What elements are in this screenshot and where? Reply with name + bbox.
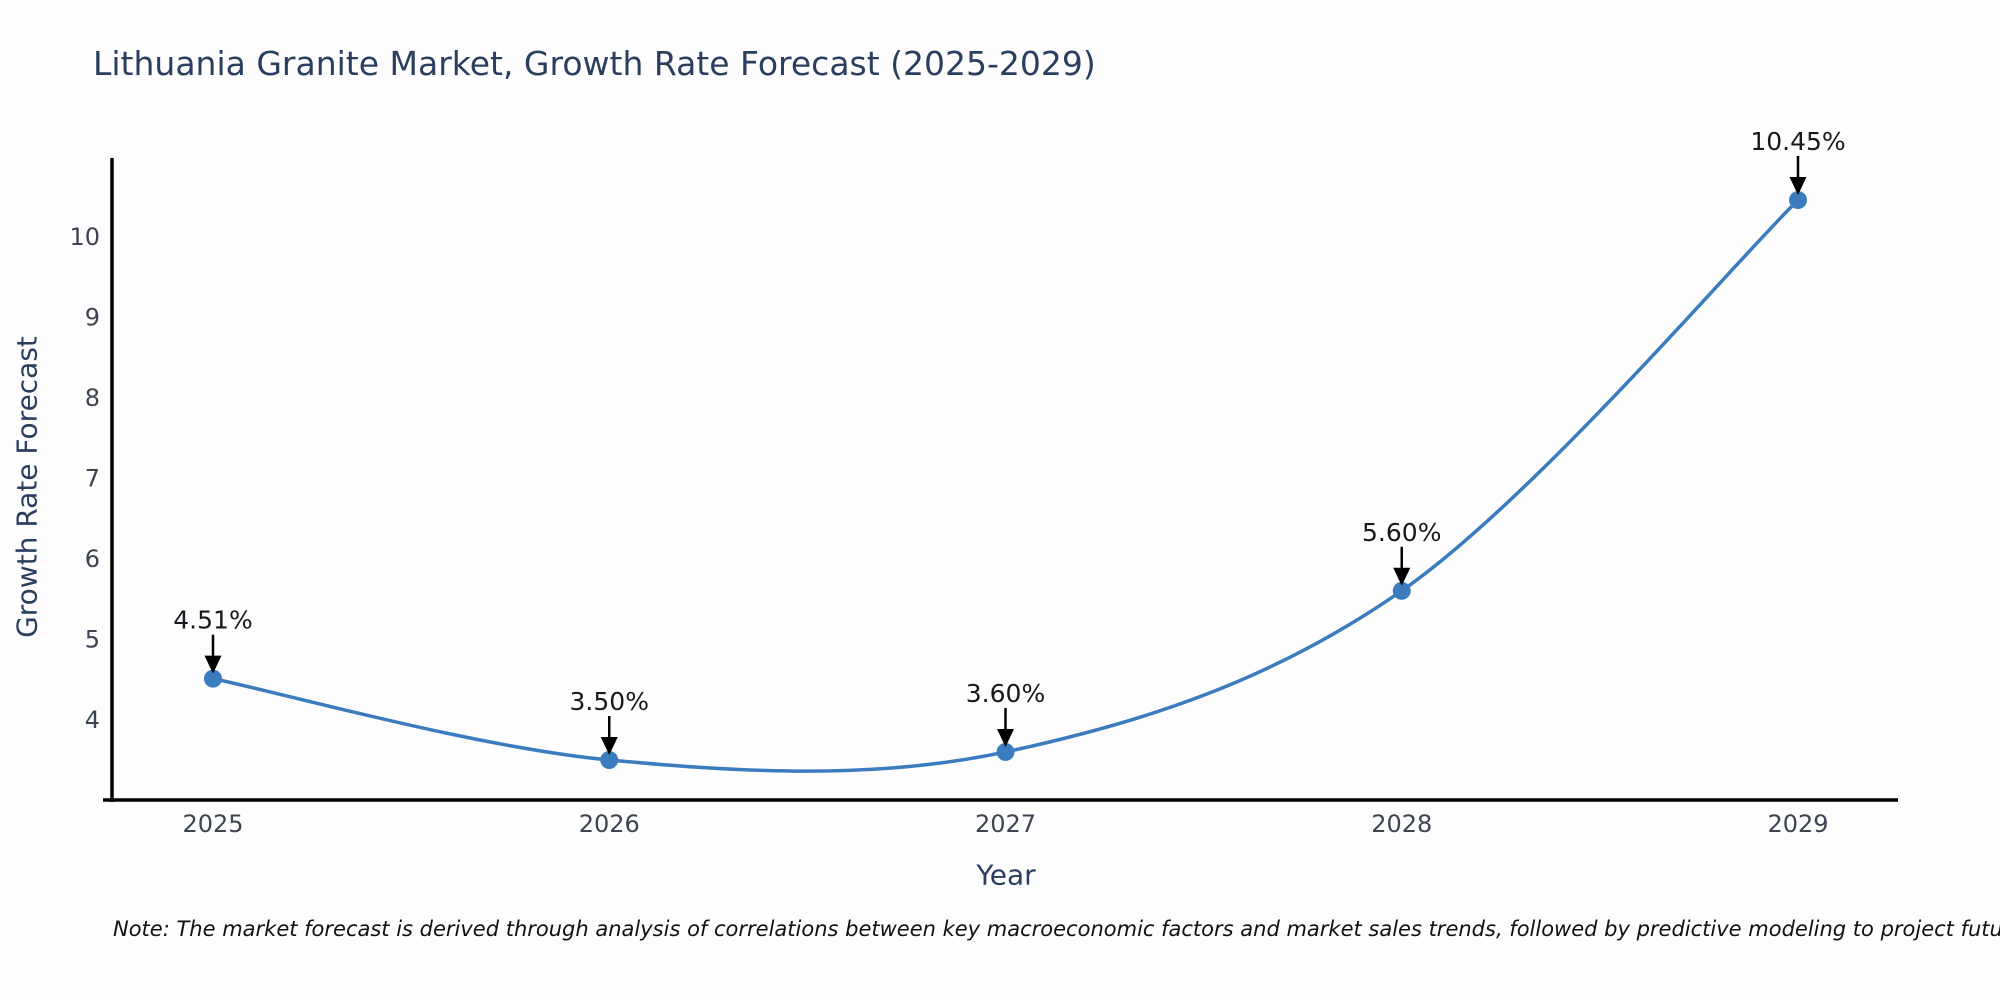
y-tick-label: 5 (85, 626, 100, 654)
x-tick-label: 2025 (182, 810, 243, 838)
y-tick-label: 7 (85, 465, 100, 493)
annotation-arrowhead (997, 728, 1014, 747)
footnote: Note: The market forecast is derived thr… (113, 917, 2000, 941)
data-point-2026 (600, 751, 619, 769)
y-axis-title: Growth Rate Forecast (10, 336, 44, 638)
data-point-label: 5.60% (1362, 518, 1441, 547)
annotation-arrowhead (600, 737, 618, 755)
data-point-label: 4.51% (173, 606, 252, 635)
forecast-line (211, 198, 1800, 773)
annotation-arrowhead (1393, 567, 1411, 586)
data-point-label: 3.50% (570, 687, 649, 716)
data-point-label: 3.60% (966, 679, 1045, 708)
data-point-label: 10.45% (1750, 127, 1845, 156)
x-tick-label: 2029 (1767, 810, 1828, 838)
annotation-arrowhead (1789, 177, 1807, 196)
data-point-2028 (1392, 581, 1411, 600)
annotation-arrowhead (204, 655, 222, 674)
y-tick-label: 6 (85, 545, 100, 573)
y-tick-label: 4 (85, 706, 100, 734)
y-tick-label: 8 (85, 384, 100, 412)
data-point-2025 (204, 669, 222, 688)
y-tick-label: 9 (85, 303, 100, 331)
y-tick-label: 10 (69, 223, 100, 251)
chart-title: Lithuania Granite Market, Growth Rate Fo… (93, 44, 1096, 83)
x-tick-label: 2028 (1371, 810, 1432, 838)
x-axis-title: Year (976, 858, 1036, 892)
data-point-2027 (996, 742, 1015, 761)
x-tick-label: 2026 (579, 810, 640, 838)
data-point-2029 (1789, 191, 1807, 210)
x-tick-label: 2027 (975, 810, 1036, 838)
